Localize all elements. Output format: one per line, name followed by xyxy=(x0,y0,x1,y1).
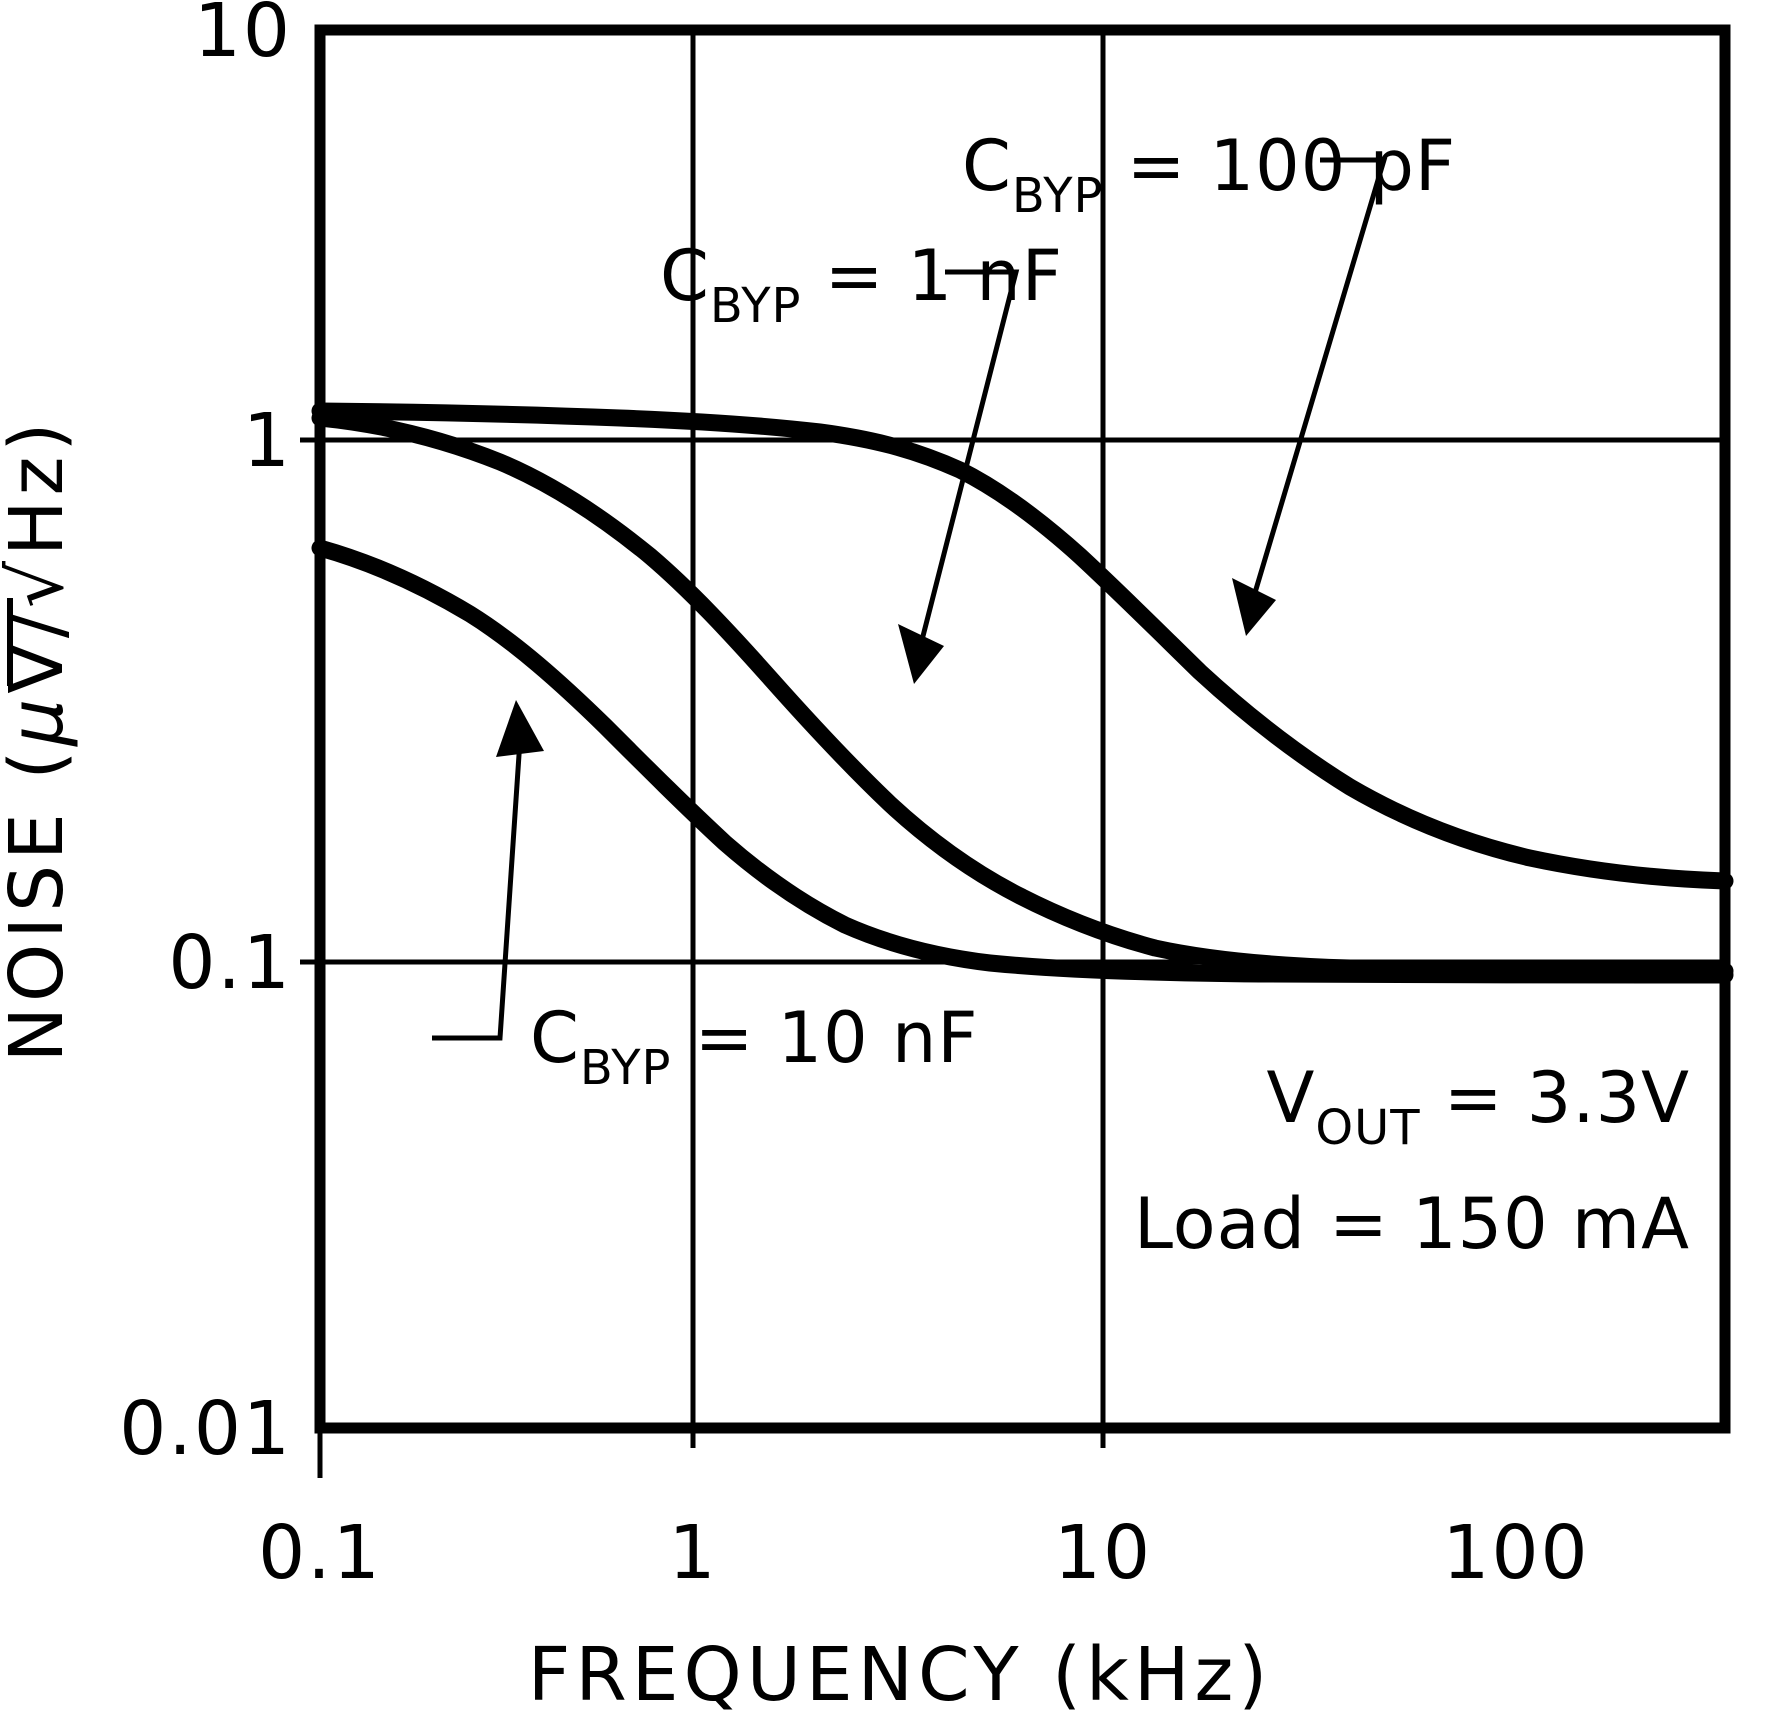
leader-cbyp-10nf xyxy=(432,700,544,1041)
annot-cbyp-10nf-c: C xyxy=(530,997,580,1079)
annot-vout-v: V xyxy=(1267,1057,1316,1139)
y-tick-0-1: 0.1 xyxy=(168,920,292,1006)
annot-vout-sub: OUT xyxy=(1315,1100,1420,1156)
annotation-cbyp-100pf: CBYP = 100 pF xyxy=(962,125,1456,224)
annotation-vout: VOUT = 3.3V xyxy=(1267,1057,1691,1156)
y-axis-title-sqrt: √ xyxy=(0,556,80,608)
annot-cbyp-1nf-c: C xyxy=(660,235,710,317)
annot-cbyp-10nf-rest: = 10 nF xyxy=(671,997,978,1079)
y-tick-labels: 10 1 0.1 0.01 xyxy=(119,0,292,1472)
x-tick-0-1: 0.1 xyxy=(258,1510,382,1596)
leader-cbyp-100pf xyxy=(1232,157,1388,636)
annot-cbyp-1nf-rest: = 1 nF xyxy=(801,235,1063,317)
y-tick-1: 1 xyxy=(243,398,292,484)
y-tick-10: 10 xyxy=(194,0,292,74)
x-axis-title: FREQUENCY (kHz) xyxy=(528,1632,1272,1718)
annotation-load: Load = 150 mA xyxy=(1134,1183,1690,1265)
y-axis-title-mu: μ xyxy=(0,694,80,747)
annot-cbyp-100pf-rest: = 100 pF xyxy=(1103,125,1456,207)
annot-cbyp-1nf-sub: BYP xyxy=(710,278,802,334)
y-axis-title: NOISE (μV/√Hz) xyxy=(0,418,80,1063)
y-tick-0-01: 0.01 xyxy=(119,1386,292,1472)
svg-text:NOISE (μV/√Hz): NOISE (μV/√Hz) xyxy=(0,418,80,1063)
annot-cbyp-10nf-sub: BYP xyxy=(580,1040,672,1096)
y-axis-title-hz: Hz xyxy=(0,452,80,557)
x-tick-100: 100 xyxy=(1442,1510,1589,1596)
x-tick-10: 10 xyxy=(1054,1510,1152,1596)
leader-cbyp-1nf xyxy=(898,269,1020,684)
y-axis-title-prefix: NOISE ( xyxy=(0,746,80,1063)
x-tick-labels: 0.1 1 10 100 xyxy=(258,1510,1589,1596)
y-axis-title-mid: V/ xyxy=(0,608,80,694)
annot-cbyp-100pf-sub: BYP xyxy=(1012,168,1104,224)
annotation-cbyp-1nf: CBYP = 1 nF xyxy=(660,235,1063,334)
annot-vout-rest: = 3.3V xyxy=(1421,1057,1690,1139)
annotation-cbyp-10nf: CBYP = 10 nF xyxy=(530,997,979,1096)
x-tick-1: 1 xyxy=(668,1510,717,1596)
axis-ticks xyxy=(300,437,1106,1478)
curve-cbyp-100pf xyxy=(311,402,1734,890)
annot-cbyp-100pf-c: C xyxy=(962,125,1012,207)
plot-frame xyxy=(314,24,1731,1434)
curve-cbyp-10nf xyxy=(311,539,1734,984)
y-axis-title-suffix: ) xyxy=(0,418,80,452)
